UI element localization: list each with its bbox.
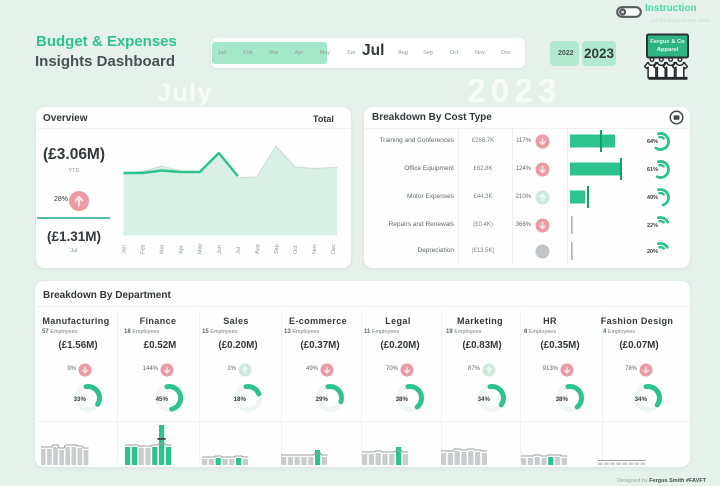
svg-text:May: May bbox=[198, 243, 204, 254]
svg-text:Aug: Aug bbox=[255, 244, 261, 254]
svg-text:Dec: Dec bbox=[331, 244, 337, 254]
svg-text:Jul: Jul bbox=[236, 247, 242, 254]
svg-text:Oct: Oct bbox=[293, 245, 299, 254]
svg-text:Nov: Nov bbox=[312, 244, 318, 254]
svg-text:Fergus & Co: Fergus & Co bbox=[650, 39, 685, 45]
svg-text:Apparel: Apparel bbox=[657, 47, 679, 53]
svg-text:Jan: Jan bbox=[122, 245, 128, 254]
svg-text:Apr: Apr bbox=[179, 245, 185, 254]
svg-text:Jun: Jun bbox=[217, 245, 223, 254]
svg-text:Mar: Mar bbox=[160, 244, 166, 254]
svg-text:Sep: Sep bbox=[274, 244, 280, 254]
svg-text:Feb: Feb bbox=[141, 245, 147, 254]
